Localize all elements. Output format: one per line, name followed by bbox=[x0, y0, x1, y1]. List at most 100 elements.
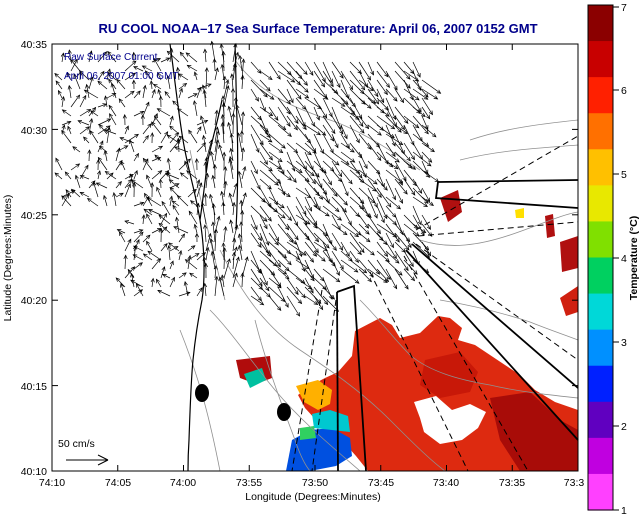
current-vector-head bbox=[235, 104, 240, 109]
current-vector bbox=[376, 232, 388, 245]
current-vector bbox=[58, 90, 63, 99]
current-vector-head bbox=[203, 48, 208, 54]
current-vector-head bbox=[267, 75, 273, 80]
current-vector bbox=[376, 151, 393, 168]
current-vector-head bbox=[379, 236, 384, 242]
current-vector-head bbox=[392, 254, 397, 260]
current-vector-head bbox=[140, 114, 145, 119]
current-vector-head bbox=[240, 272, 245, 277]
current-vector-head bbox=[190, 245, 196, 250]
current-vector bbox=[241, 273, 243, 288]
current-vector-head bbox=[98, 123, 104, 129]
current-vector-head bbox=[179, 87, 183, 93]
current-vector bbox=[421, 151, 432, 163]
current-vector-head bbox=[269, 95, 275, 100]
current-vector bbox=[322, 151, 340, 166]
current-vector-head bbox=[205, 172, 210, 178]
current-vector-head bbox=[276, 179, 282, 185]
current-vector bbox=[73, 74, 81, 90]
current-vector bbox=[79, 70, 90, 81]
current-vector bbox=[313, 133, 324, 154]
current-vector-head bbox=[58, 89, 62, 95]
current-vector bbox=[376, 115, 395, 130]
current-vector bbox=[286, 61, 303, 79]
current-vector bbox=[169, 48, 173, 63]
x-tick-label: 74:10 bbox=[39, 477, 65, 489]
current-vector bbox=[259, 160, 273, 172]
current-vector bbox=[322, 232, 337, 251]
current-vector bbox=[268, 286, 285, 302]
current-vector-head bbox=[156, 108, 162, 113]
current-vector bbox=[286, 151, 296, 172]
current-vector bbox=[277, 160, 285, 174]
current-vector bbox=[250, 259, 263, 274]
current-vector-head bbox=[174, 132, 179, 137]
current-vector-head bbox=[429, 201, 434, 206]
current-vector bbox=[340, 205, 352, 225]
current-vector bbox=[184, 161, 189, 171]
current-vector bbox=[124, 90, 135, 99]
current-vector-head bbox=[203, 161, 208, 166]
current-vector bbox=[304, 259, 314, 279]
current-vector-head bbox=[417, 86, 422, 91]
current-vector-head bbox=[297, 95, 302, 100]
current-vector bbox=[304, 250, 314, 263]
current-vector-head bbox=[285, 274, 290, 280]
current-vector-head bbox=[370, 251, 375, 256]
current-vector bbox=[304, 106, 315, 127]
current-vector bbox=[331, 160, 342, 177]
current-vector bbox=[178, 135, 189, 144]
current-vector bbox=[340, 142, 355, 153]
current-vector bbox=[133, 229, 143, 234]
current-vector bbox=[133, 66, 144, 72]
current-vector-head bbox=[194, 232, 200, 238]
current-vector bbox=[385, 160, 399, 170]
current-vector-head bbox=[97, 170, 102, 175]
current-vector-head bbox=[177, 73, 183, 78]
current-vector-head bbox=[350, 110, 356, 116]
current-vector-head bbox=[221, 201, 226, 207]
y-tick-label: 40:10 bbox=[21, 466, 47, 478]
current-vector-head bbox=[330, 136, 335, 142]
current-vector bbox=[385, 259, 403, 276]
current-vector bbox=[105, 96, 108, 108]
current-vector bbox=[331, 187, 348, 206]
current-vector-head bbox=[67, 49, 72, 55]
current-vector-head bbox=[164, 90, 169, 96]
current-vector-head bbox=[119, 231, 123, 236]
current-vector-head bbox=[161, 200, 166, 206]
current-vector-head bbox=[189, 272, 194, 277]
current-vector-head bbox=[70, 188, 76, 194]
current-vector-head bbox=[156, 186, 161, 192]
current-vector-head bbox=[221, 95, 226, 100]
current-vector-head bbox=[186, 158, 191, 163]
current-vector bbox=[322, 196, 340, 212]
current-vector bbox=[268, 160, 281, 170]
current-vector bbox=[286, 142, 298, 153]
current-vector bbox=[168, 242, 180, 252]
current-vector bbox=[230, 148, 234, 162]
current-vector-head bbox=[218, 144, 223, 149]
current-vector bbox=[124, 179, 132, 189]
current-vector-head bbox=[61, 129, 66, 135]
current-vector bbox=[61, 96, 64, 108]
current-vector-head bbox=[336, 83, 341, 89]
current-vectors bbox=[54, 40, 442, 317]
current-vector-head bbox=[133, 66, 138, 70]
current-vector-head bbox=[281, 190, 286, 196]
current-vector-head bbox=[91, 106, 97, 112]
current-vector-head bbox=[127, 183, 131, 189]
current-vector-head bbox=[280, 169, 285, 175]
current-vector bbox=[196, 182, 202, 198]
current-vector-head bbox=[149, 80, 154, 85]
current-vector bbox=[313, 97, 327, 118]
current-vector bbox=[120, 283, 126, 297]
current-vector bbox=[223, 242, 225, 261]
current-vector-head bbox=[184, 160, 188, 166]
current-vector-head bbox=[331, 129, 336, 135]
current-vector bbox=[412, 79, 429, 98]
current-vector bbox=[286, 223, 299, 240]
current-vector-head bbox=[122, 113, 127, 119]
sst-cloud-gap bbox=[414, 396, 486, 444]
current-vector bbox=[295, 286, 306, 298]
